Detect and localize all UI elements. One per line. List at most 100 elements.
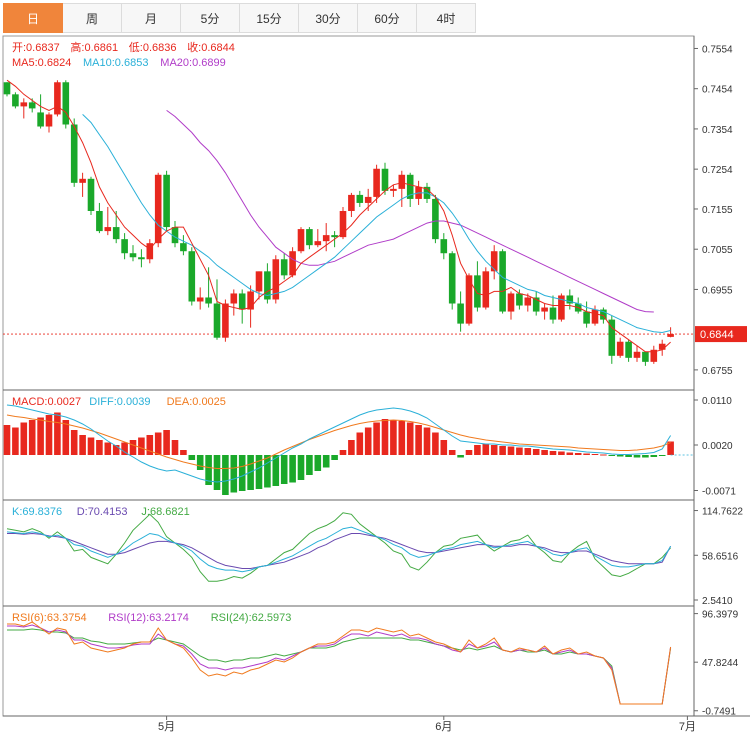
- macd-bar: [188, 455, 196, 460]
- macd-bar: [591, 454, 599, 455]
- macd-bar: [423, 427, 431, 455]
- candle-down: [238, 293, 246, 310]
- candle-down: [608, 319, 616, 356]
- price-tick-label: 0.6755: [702, 366, 733, 377]
- candle-down: [264, 271, 271, 300]
- rsi-info: RSI(24):62.5973: [211, 612, 292, 624]
- macd-bar: [45, 415, 53, 455]
- macd-bar: [440, 440, 448, 455]
- rsi24-line: [7, 628, 672, 705]
- macd-bar: [625, 455, 632, 457]
- macd-bar: [138, 437, 145, 455]
- candle-up: [541, 307, 548, 312]
- candle-down: [600, 309, 607, 320]
- macd-bar: [558, 451, 565, 455]
- candle-down: [331, 235, 338, 238]
- tab-day[interactable]: 日: [3, 3, 63, 33]
- candle-down: [432, 198, 439, 240]
- kdj-info: J:68.6821: [141, 506, 189, 518]
- macd-bar: [196, 455, 204, 470]
- tab-month[interactable]: 月: [122, 3, 181, 33]
- rsi-info: RSI(6):63.3754: [12, 612, 87, 624]
- candle-up: [490, 251, 498, 272]
- k-line: [6, 526, 672, 573]
- candle-up: [79, 178, 86, 183]
- rsi-tick-label: 96.3979: [702, 610, 739, 621]
- candle-up: [524, 297, 532, 306]
- candle-down: [205, 297, 212, 304]
- macd-bar: [213, 455, 221, 490]
- macd-bar: [222, 455, 229, 495]
- tab-60min[interactable]: 60分: [358, 3, 417, 33]
- price-tick-label: 0.7155: [702, 205, 733, 216]
- macd-bar: [574, 453, 582, 455]
- chart-frame: [2, 35, 695, 717]
- candle-down: [440, 239, 448, 254]
- candle-down: [213, 303, 221, 338]
- candle-down: [180, 243, 187, 252]
- candle-down: [583, 311, 590, 324]
- macd-bar: [600, 454, 607, 456]
- rsi-tick-label: 47.8244: [702, 658, 739, 669]
- ohlc-info: 开:0.6837: [12, 42, 60, 54]
- macd-bar: [650, 455, 658, 457]
- macd-bar: [205, 455, 212, 485]
- kdj-tick-label: 58.6516: [702, 551, 739, 562]
- candle-up: [314, 241, 322, 246]
- candle-up: [507, 293, 515, 312]
- ma10-line: [82, 114, 671, 334]
- ma5-line: [6, 79, 671, 353]
- ohlc-info: 高:0.6861: [70, 40, 118, 54]
- tab-week[interactable]: 周: [63, 3, 122, 33]
- macd-bar: [280, 455, 288, 484]
- candle-up: [154, 174, 162, 244]
- candle-down: [121, 239, 128, 254]
- x-tick-label: 7月: [679, 721, 696, 733]
- kdj-tick-label: 114.7622: [702, 507, 743, 518]
- macd-bar: [230, 455, 238, 493]
- macd-bar: [28, 420, 36, 455]
- tab-30min[interactable]: 30分: [299, 3, 358, 33]
- macd-bar: [482, 444, 490, 455]
- macd-bar: [390, 420, 397, 455]
- candle-up: [104, 227, 112, 232]
- macd-bar: [306, 455, 313, 475]
- candle-down: [532, 297, 540, 312]
- candle-up: [54, 82, 61, 115]
- candle-down: [457, 303, 464, 324]
- macd-bar: [297, 455, 305, 480]
- ma-info: MA20:0.6899: [160, 57, 225, 69]
- price-tick-label: 0.7055: [702, 245, 733, 256]
- candle-down: [12, 94, 19, 107]
- candle-down: [87, 178, 95, 211]
- macd-bar: [272, 455, 280, 486]
- candle-up: [230, 293, 238, 304]
- tab-5min[interactable]: 5分: [181, 3, 240, 33]
- candle-down: [625, 341, 632, 358]
- macd-bar: [121, 442, 128, 455]
- kdj-info: K:69.8376: [12, 506, 62, 518]
- tab-15min[interactable]: 15分: [240, 3, 299, 33]
- macd-bar: [532, 449, 540, 455]
- rsi-tick-label: -0.7491: [702, 707, 736, 718]
- candle-up: [289, 251, 296, 276]
- price-tick-label: 0.6955: [702, 285, 733, 296]
- macd-info: MACD:0.0027: [12, 396, 81, 408]
- candle-up: [650, 349, 658, 362]
- macd-bar: [457, 455, 464, 458]
- tab-4hour[interactable]: 4时: [417, 3, 476, 33]
- price-tick-label: 0.7354: [702, 125, 733, 136]
- macd-bar: [667, 441, 674, 455]
- macd-bar: [642, 455, 649, 458]
- candle-up: [558, 295, 565, 320]
- macd-bar: [583, 453, 590, 455]
- rsi6-line: [7, 621, 672, 705]
- macd-bar: [154, 432, 162, 455]
- macd-bar: [163, 430, 170, 455]
- candle-down: [96, 210, 103, 232]
- candle-down: [356, 194, 364, 203]
- candle-up: [465, 275, 473, 324]
- macd-bar: [516, 447, 523, 455]
- macd-bar: [112, 445, 120, 455]
